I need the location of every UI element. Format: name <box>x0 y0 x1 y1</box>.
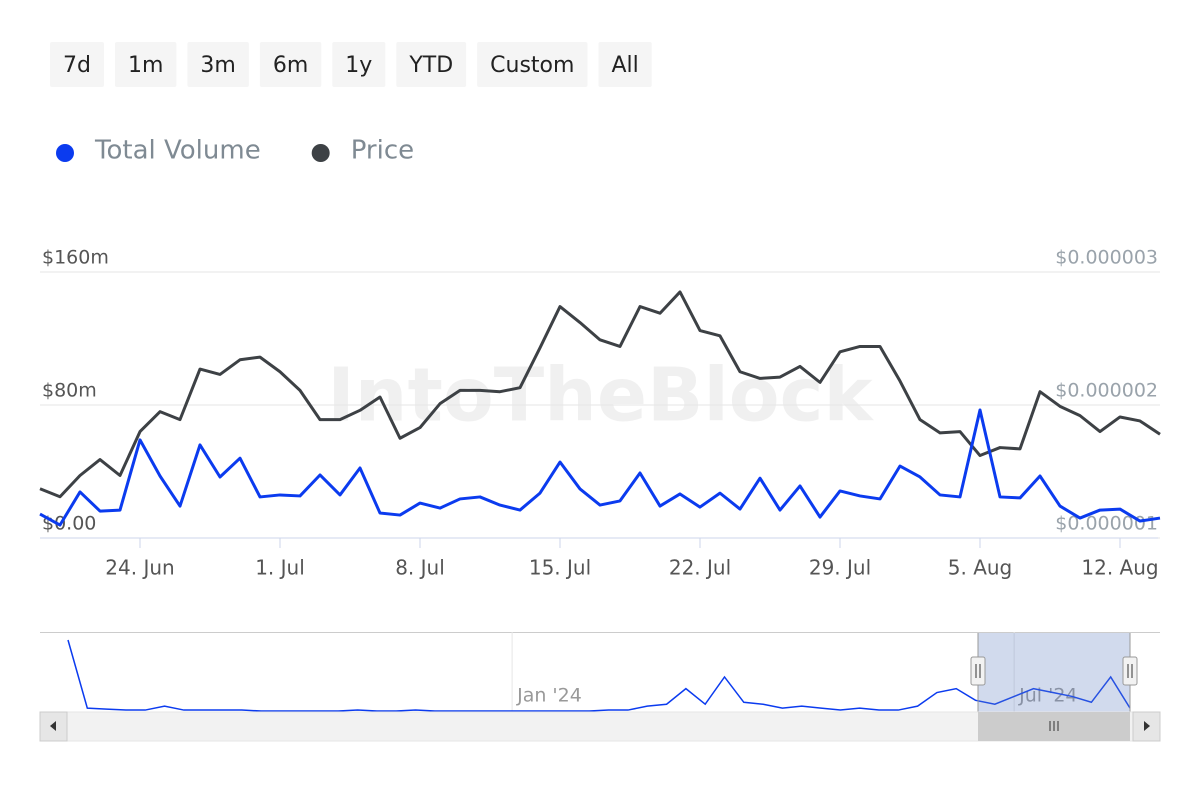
scroll-left-button[interactable] <box>39 711 68 742</box>
y2-tick-label: $0.000001 <box>1055 513 1158 535</box>
series-line <box>39 408 1161 527</box>
legend-label[interactable]: Price <box>351 136 414 166</box>
range-button-label[interactable]: 6m <box>273 53 308 78</box>
legend-marker <box>311 144 330 162</box>
range-button-label[interactable]: Custom <box>490 53 574 78</box>
x-tick-label: 8. Jul <box>395 556 445 580</box>
range-button-label[interactable]: 1y <box>345 53 372 78</box>
range-button[interactable] <box>332 42 386 87</box>
y2-tick-label: $0.000003 <box>1055 247 1158 269</box>
range-button-label[interactable]: 3m <box>200 53 235 78</box>
range-button-label[interactable]: YTD <box>408 53 453 78</box>
watermark: IntoTheBlock <box>327 353 874 439</box>
navigator-line <box>67 639 1131 712</box>
x-tick-label: 15. Jul <box>529 556 591 580</box>
range-button-label[interactable]: 1m <box>128 53 163 78</box>
x-tick-label: 22. Jul <box>669 556 731 580</box>
range-button-label[interactable]: 7d <box>63 53 91 78</box>
y-tick-label: $160m <box>42 247 109 269</box>
scroll-left-arrow <box>50 721 56 731</box>
navigator-handle[interactable] <box>970 656 986 686</box>
legend-marker <box>56 144 74 162</box>
range-button[interactable] <box>477 42 588 87</box>
navigator-label: Jul '24 <box>1018 685 1077 707</box>
range-button[interactable] <box>598 42 652 87</box>
range-button[interactable] <box>50 42 104 87</box>
y-tick-label: $0.00 <box>42 513 96 535</box>
x-tick-label: 1. Jul <box>255 556 305 580</box>
legend-label[interactable]: Total Volume <box>94 136 261 166</box>
range-button-label[interactable]: All <box>611 53 638 78</box>
y-tick-label: $80m <box>42 380 97 402</box>
range-button[interactable] <box>187 42 249 87</box>
y2-tick-label: $0.000002 <box>1055 380 1158 402</box>
scroll-right-arrow <box>1144 721 1150 731</box>
x-tick-label: 24. Jun <box>105 556 174 580</box>
x-tick-label: 12. Aug <box>1081 556 1158 580</box>
navigator-selection[interactable] <box>978 633 1130 712</box>
range-button[interactable] <box>114 42 177 87</box>
range-button[interactable] <box>396 42 467 87</box>
x-tick-label: 29. Jul <box>809 556 871 580</box>
navigator-label: Jan '24 <box>516 685 582 707</box>
series-line <box>39 290 1161 499</box>
range-button[interactable] <box>259 42 322 87</box>
navigator-handle[interactable] <box>1122 656 1138 686</box>
x-tick-label: 5. Aug <box>948 556 1013 580</box>
